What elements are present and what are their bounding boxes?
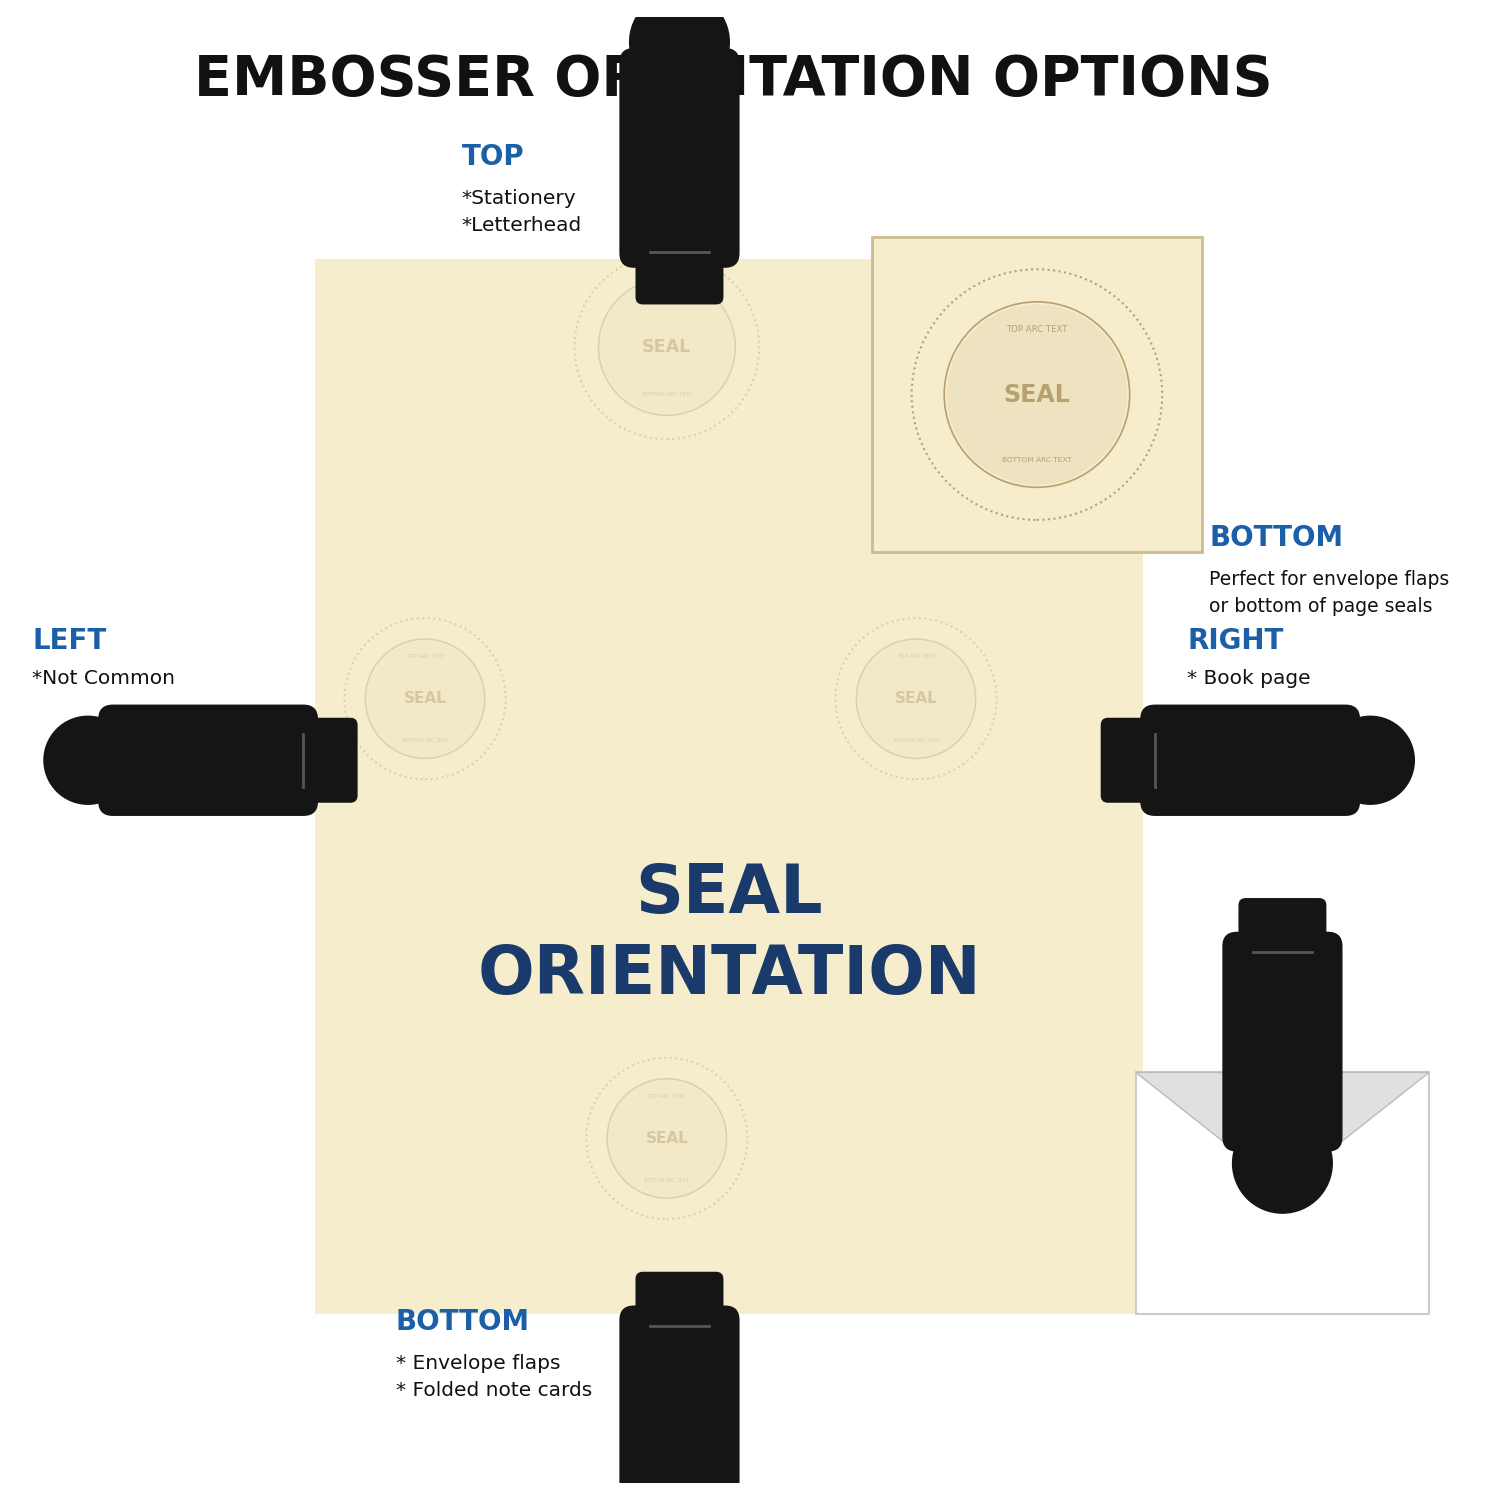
Text: SEAL: SEAL	[642, 338, 692, 356]
Text: TOP ARC TEXT: TOP ARC TEXT	[897, 654, 936, 660]
FancyBboxPatch shape	[636, 240, 723, 304]
Text: TOP: TOP	[462, 142, 525, 171]
Text: SEAL: SEAL	[1004, 382, 1071, 406]
FancyBboxPatch shape	[1239, 898, 1326, 963]
Text: TOP ARC TEXT: TOP ARC TEXT	[648, 1094, 686, 1100]
Text: Perfect for envelope flaps
or bottom of page seals: Perfect for envelope flaps or bottom of …	[1209, 570, 1449, 616]
Polygon shape	[1136, 1072, 1430, 1188]
Text: LEFT: LEFT	[32, 627, 106, 654]
Text: BOTTOM ARC TEXT: BOTTOM ARC TEXT	[645, 1178, 688, 1184]
FancyBboxPatch shape	[871, 237, 1202, 552]
Text: RIGHT: RIGHT	[1186, 627, 1284, 654]
FancyBboxPatch shape	[1140, 705, 1360, 816]
Circle shape	[600, 280, 734, 414]
Text: *Stationery
*Letterhead: *Stationery *Letterhead	[462, 189, 582, 236]
Text: BOTTOM ARC TEXT: BOTTOM ARC TEXT	[402, 738, 447, 742]
FancyBboxPatch shape	[636, 1272, 723, 1336]
FancyBboxPatch shape	[620, 48, 740, 268]
Text: SEAL
ORIENTATION: SEAL ORIENTATION	[477, 861, 981, 1008]
Circle shape	[609, 1080, 724, 1197]
FancyBboxPatch shape	[1222, 932, 1342, 1152]
FancyBboxPatch shape	[315, 260, 1143, 1314]
Circle shape	[1256, 1108, 1310, 1162]
Text: *Not Common: *Not Common	[32, 669, 176, 688]
Text: TOP ARC TEXT: TOP ARC TEXT	[1007, 326, 1068, 334]
FancyBboxPatch shape	[1101, 718, 1166, 803]
Circle shape	[44, 717, 132, 804]
Circle shape	[368, 640, 483, 756]
Text: BOTTOM ARC TEXT: BOTTOM ARC TEXT	[642, 393, 692, 398]
Circle shape	[630, 1486, 729, 1500]
Text: SEAL: SEAL	[645, 1131, 688, 1146]
Circle shape	[1326, 717, 1414, 804]
Text: SEAL: SEAL	[404, 692, 447, 706]
Text: BOTTOM: BOTTOM	[1209, 524, 1344, 552]
Text: BOTTOM ARC TEXT: BOTTOM ARC TEXT	[1002, 456, 1071, 462]
Text: BOTTOM ARC TEXT: BOTTOM ARC TEXT	[1263, 1154, 1302, 1156]
Text: SEAL: SEAL	[894, 692, 938, 706]
Text: BOTTOM ARC TEXT: BOTTOM ARC TEXT	[894, 738, 939, 742]
FancyBboxPatch shape	[98, 705, 318, 816]
Circle shape	[630, 0, 729, 92]
Text: * Book page: * Book page	[1186, 669, 1311, 688]
Text: EMBOSSER ORIENTATION OPTIONS: EMBOSSER ORIENTATION OPTIONS	[194, 53, 1272, 106]
Text: * Envelope flaps
* Folded note cards: * Envelope flaps * Folded note cards	[396, 1354, 592, 1400]
FancyBboxPatch shape	[1136, 1072, 1430, 1314]
Circle shape	[1233, 1113, 1332, 1214]
Text: TOP ARC TEXT: TOP ARC TEXT	[1268, 1113, 1298, 1118]
Text: TOP ARC TEXT: TOP ARC TEXT	[405, 654, 444, 660]
FancyBboxPatch shape	[620, 1305, 740, 1500]
Text: SEAL: SEAL	[1272, 1132, 1293, 1138]
Circle shape	[858, 640, 974, 756]
FancyBboxPatch shape	[292, 718, 357, 803]
Circle shape	[946, 304, 1126, 484]
Text: TOP ARC TEXT: TOP ARC TEXT	[645, 297, 690, 302]
Text: BOTTOM: BOTTOM	[396, 1308, 530, 1336]
